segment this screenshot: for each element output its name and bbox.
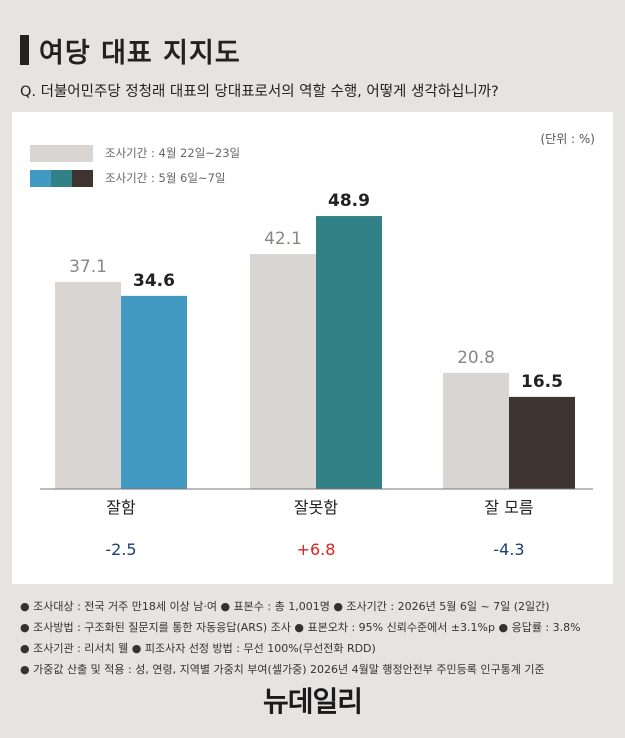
bar-prev bbox=[443, 372, 509, 489]
survey-notes: ● 조사대상 : 전국 거주 만18세 이상 남·여 ● 표본수 : 총 1,0… bbox=[20, 596, 581, 680]
note-line: ● 조사대상 : 전국 거주 만18세 이상 남·여 ● 표본수 : 총 1,0… bbox=[20, 600, 550, 613]
brand-logo: 뉴데일리 bbox=[262, 685, 363, 718]
category-label: 잘함 bbox=[106, 498, 136, 517]
category-label: 잘 모름 bbox=[484, 498, 533, 517]
data-label-now: 34.6 bbox=[133, 271, 175, 291]
bar-now bbox=[509, 396, 575, 489]
unit-label: (단위 : %) bbox=[540, 132, 595, 146]
legend-item-now: 조사기간 : 5월 6일~7일 bbox=[30, 167, 240, 189]
survey-question: Q. 더불어민주당 정청래 대표의 당대표로서의 역할 수행, 어떻게 생각하십… bbox=[20, 84, 499, 100]
change-label: +6.8 bbox=[297, 540, 336, 559]
data-label-prev: 37.1 bbox=[69, 257, 107, 277]
title-bar bbox=[20, 35, 29, 65]
bar-now bbox=[121, 295, 187, 489]
chart-panel: (단위 : %) 조사기간 : 4월 22일~23일 조사기간 : 5월 6일~… bbox=[12, 112, 613, 584]
data-label-now: 48.9 bbox=[328, 191, 370, 211]
data-label-prev: 42.1 bbox=[264, 229, 302, 249]
legend-swatch-prev bbox=[30, 144, 93, 162]
change-label: -2.5 bbox=[105, 540, 136, 559]
legend-label-now: 조사기간 : 5월 6일~7일 bbox=[105, 171, 226, 185]
note-line: ● 조사기관 : 리서치 웰 ● 피조사자 선정 방법 : 무선 100%(무선… bbox=[20, 642, 376, 655]
data-label-prev: 20.8 bbox=[457, 348, 495, 368]
bar-prev bbox=[55, 281, 121, 489]
note-line: ● 조사방법 : 구조화된 질문지를 통한 자동응답(ARS) 조사 ● 표본오… bbox=[20, 621, 581, 634]
legend: 조사기간 : 4월 22일~23일 조사기간 : 5월 6일~7일 bbox=[30, 142, 240, 192]
change-label: -4.3 bbox=[493, 540, 524, 559]
legend-swatch-now bbox=[30, 169, 93, 187]
note-line: ● 가중값 산출 및 적용 : 성, 연령, 지역별 가중치 부여(셀가중) 2… bbox=[20, 663, 545, 676]
bar-now bbox=[316, 216, 382, 490]
data-label-now: 16.5 bbox=[521, 372, 563, 392]
bar-chart: 37.1 34.6 잘함 -2.5 42.1 48.9 잘못함 +6.8 20.8 16.5 잘 모… bbox=[40, 191, 593, 559]
page-title: 여당 대표 지지도 bbox=[39, 37, 241, 69]
legend-item-prev: 조사기간 : 4월 22일~23일 bbox=[30, 142, 240, 164]
legend-label-prev: 조사기간 : 4월 22일~23일 bbox=[105, 146, 241, 160]
category-label: 잘못함 bbox=[294, 498, 338, 517]
bar-prev bbox=[250, 254, 316, 489]
title-block: 여당 대표 지지도 bbox=[20, 30, 241, 70]
